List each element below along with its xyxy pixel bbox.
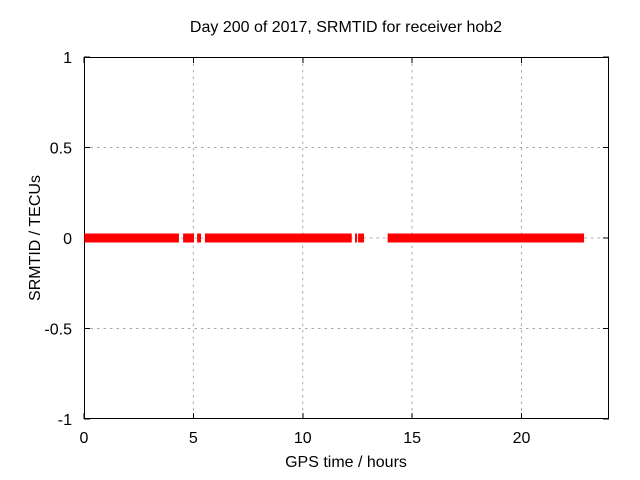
data-segment bbox=[355, 233, 358, 243]
y-tick-label: 1 bbox=[63, 50, 72, 67]
y-tick-label: 0.5 bbox=[50, 141, 72, 158]
y-tick-label: 0 bbox=[63, 231, 72, 248]
data-layer bbox=[84, 233, 585, 243]
x-tick-label: 10 bbox=[294, 430, 312, 447]
data-segment bbox=[197, 233, 202, 243]
data-segment bbox=[183, 233, 195, 243]
y-tick-label: -1 bbox=[58, 412, 72, 429]
y-tick-label: -0.5 bbox=[44, 322, 72, 339]
x-tick-label: 5 bbox=[189, 430, 198, 447]
y-axis-label: SRMTID / TECUs bbox=[27, 175, 44, 301]
data-segment bbox=[387, 233, 585, 243]
x-axis-label: GPS time / hours bbox=[285, 454, 407, 471]
x-tick-label: 15 bbox=[403, 430, 421, 447]
x-tick-label: 20 bbox=[513, 430, 531, 447]
tick-label-layer: 0 5 10 15 20 1 0.5 0 -0.5 -1 bbox=[44, 50, 530, 447]
tick-layer bbox=[83, 56, 609, 420]
data-segment bbox=[204, 233, 352, 243]
chart-title: Day 200 of 2017, SRMTID for receiver hob… bbox=[190, 19, 502, 36]
x-tick-label: 0 bbox=[80, 430, 89, 447]
data-segment bbox=[358, 233, 364, 243]
data-segment bbox=[84, 233, 179, 243]
